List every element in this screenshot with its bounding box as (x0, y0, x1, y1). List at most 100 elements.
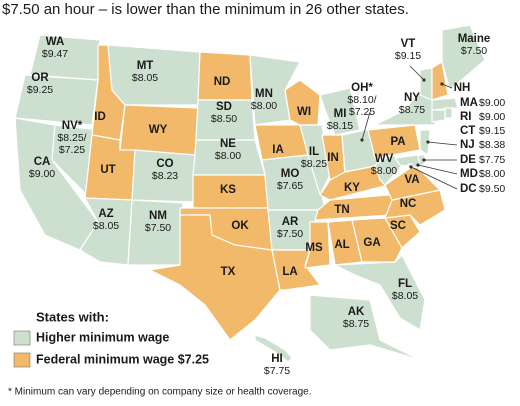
state-wage: $7.75 (479, 154, 505, 166)
state-abbr: SD (216, 101, 232, 113)
state-wage: $8.15 (327, 120, 353, 132)
state-wage: $7.65 (277, 180, 303, 192)
state-abbr: MD (460, 168, 478, 180)
state-abbr: NM (149, 210, 167, 222)
state-wage: $8.50 (211, 113, 237, 125)
state-abbr: AZ (98, 208, 113, 220)
state-abbr: NE (220, 138, 236, 150)
state-abbr: LA (282, 266, 297, 278)
leader-dot (409, 165, 413, 169)
state-shape (441, 24, 486, 91)
state-labels: WA$9.47OR$9.25CA$9.00NV*$8.25/$7.25IDMT$… (27, 33, 506, 377)
state-abbr: AK (348, 306, 365, 318)
state-abbr: PA (390, 136, 405, 148)
state-abbr: IA (272, 144, 284, 156)
state-abbr: CA (34, 156, 51, 168)
state-wage: $9.00 (29, 168, 55, 180)
state-shape (319, 87, 361, 136)
leader-dot (440, 82, 444, 86)
state-shape (444, 107, 453, 119)
header: $7.50 an hour – is lower than the minimu… (2, 1, 409, 18)
state-abbr: WV (375, 153, 394, 165)
state-abbr: WY (149, 124, 168, 136)
state-wage: $9.47 (42, 48, 68, 60)
state-abbr: TX (221, 266, 236, 278)
legend-swatch (13, 352, 31, 368)
state-wage: $8.00 (371, 165, 397, 177)
state-wage: $8.00 (479, 168, 505, 180)
state-abbr: AR (282, 216, 299, 228)
state-abbr: MN (255, 88, 273, 100)
state-shape (254, 334, 293, 363)
state-abbr: VA (404, 174, 419, 186)
state-wage: $7.25 (59, 144, 85, 156)
state-wage: $8.00 (251, 100, 277, 112)
state-abbr: NJ (460, 139, 475, 151)
state-wage: $8.05 (93, 220, 119, 232)
legend-label: Higher minimum wage (36, 330, 169, 344)
state-abbr: KY (344, 182, 360, 194)
state-abbr: KS (220, 184, 236, 196)
state-abbr: HI (271, 353, 283, 365)
state-abbr: WA (46, 36, 65, 48)
state-shape (149, 214, 281, 341)
state-abbr: WI (297, 106, 311, 118)
state-wage: $8.00 (215, 150, 241, 162)
legend: Higher minimum wage Federal minimum wage … (13, 330, 209, 368)
legend-title: States with: (36, 309, 109, 324)
state-shape (431, 61, 449, 101)
state-abbr: CO (156, 158, 173, 170)
leader-dot (422, 158, 426, 162)
states (14, 24, 486, 363)
state-wage: $7.50 (277, 228, 303, 240)
state-shape (431, 97, 459, 111)
state-shape (299, 124, 331, 196)
state-wage: $7.50 (461, 45, 487, 57)
state-abbr: AL (334, 239, 349, 251)
state-abbr: MA (460, 97, 478, 109)
state-wage: $8.25 (301, 158, 327, 170)
state-shape (284, 79, 321, 126)
state-abbr: MT (137, 60, 154, 72)
state-abbr: SC (390, 220, 406, 232)
leader-dot (416, 163, 420, 167)
state-abbr: NV* (62, 120, 83, 132)
state-abbr: CT (460, 125, 475, 137)
state-wage: $7.25 (349, 106, 375, 118)
state-shape (334, 254, 426, 331)
state-shape (419, 67, 433, 101)
state-abbr: IN (327, 152, 339, 164)
leader-dot (426, 140, 430, 144)
state-abbr: OK (231, 220, 249, 232)
leader-dot (422, 78, 426, 82)
state-abbr: ID (94, 111, 106, 123)
state-abbr: TN (334, 204, 349, 216)
state-abbr: GA (363, 237, 380, 249)
state-shape (394, 154, 421, 169)
state-abbr: Maine (458, 33, 491, 45)
state-wage: $8.10/ (347, 94, 376, 106)
leader-line (427, 141, 458, 146)
state-abbr: MI (334, 108, 347, 120)
state-shape (309, 294, 421, 361)
state-wage: $8.05 (392, 290, 418, 302)
state-wage: $7.50 (145, 222, 171, 234)
state-abbr: MO (281, 168, 300, 180)
state-abbr: OR (31, 72, 49, 84)
state-abbr: MS (305, 242, 323, 254)
legend-label: Federal minimum wage $7.25 (36, 352, 209, 366)
leader-dot (360, 138, 364, 142)
state-abbr: VT (401, 38, 416, 50)
legend-swatch (13, 330, 31, 346)
leader-line (409, 65, 425, 81)
leader-line (361, 111, 371, 141)
state-shape (14, 74, 99, 126)
state-abbr: IL (309, 146, 319, 158)
state-abbr: NC (400, 198, 417, 210)
state-abbr: FL (398, 278, 412, 290)
state-wage: $9.15 (395, 50, 421, 62)
state-shape (431, 109, 446, 123)
state-abbr: NY (404, 92, 420, 104)
state-abbr: ND (214, 76, 231, 88)
